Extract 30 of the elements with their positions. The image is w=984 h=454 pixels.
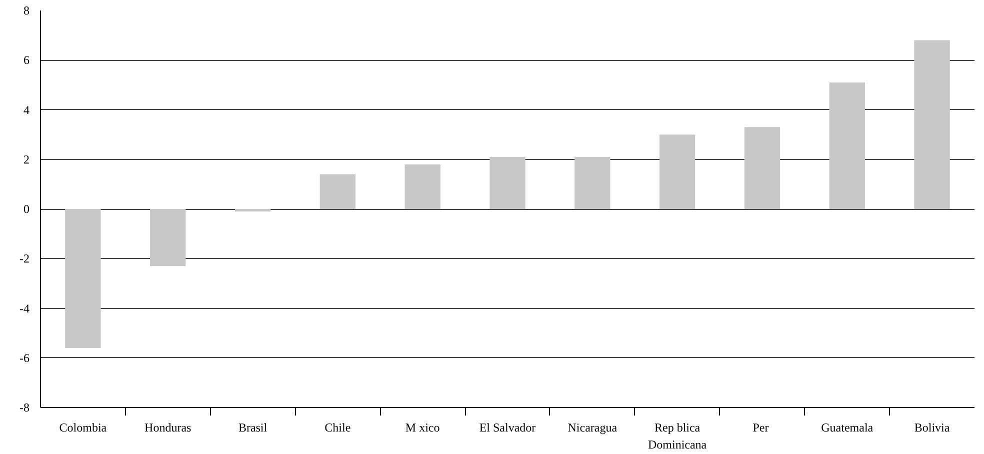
x-tick-label: Chile [324, 420, 351, 434]
bar [744, 127, 780, 209]
y-tick-label: 8 [24, 4, 30, 18]
x-tick-label: Bolivia [914, 420, 950, 434]
bar [150, 209, 186, 266]
bar [574, 156, 610, 209]
y-tick-label: -4 [20, 301, 30, 316]
bar [914, 40, 950, 209]
x-tick-label: Guatemala [821, 420, 874, 434]
bar [320, 174, 356, 209]
bar [490, 156, 526, 209]
bar [404, 164, 440, 209]
x-tick-label: Honduras [144, 420, 192, 434]
y-tick-label: -6 [20, 350, 30, 365]
x-tick-label: M xico [405, 420, 440, 434]
x-tick-label: Per [752, 420, 769, 434]
y-tick-label: 4 [24, 102, 30, 117]
y-tick-label: -8 [20, 400, 30, 414]
bar [659, 134, 696, 209]
bar [829, 82, 865, 209]
y-tick-label: -2 [20, 252, 30, 266]
bar [65, 209, 101, 348]
x-tick-label: Rep blica Dominicana [648, 420, 708, 452]
y-tick-label: 6 [24, 53, 30, 68]
y-tick-label: 2 [24, 152, 30, 166]
y-tick-label: 0 [24, 202, 30, 216]
x-tick-label: Colombia [59, 420, 108, 434]
x-tick-label: Brasil [238, 420, 268, 434]
x-tick-label: El Salvador [479, 420, 536, 434]
x-tick-label: Nicaragua [568, 420, 618, 434]
